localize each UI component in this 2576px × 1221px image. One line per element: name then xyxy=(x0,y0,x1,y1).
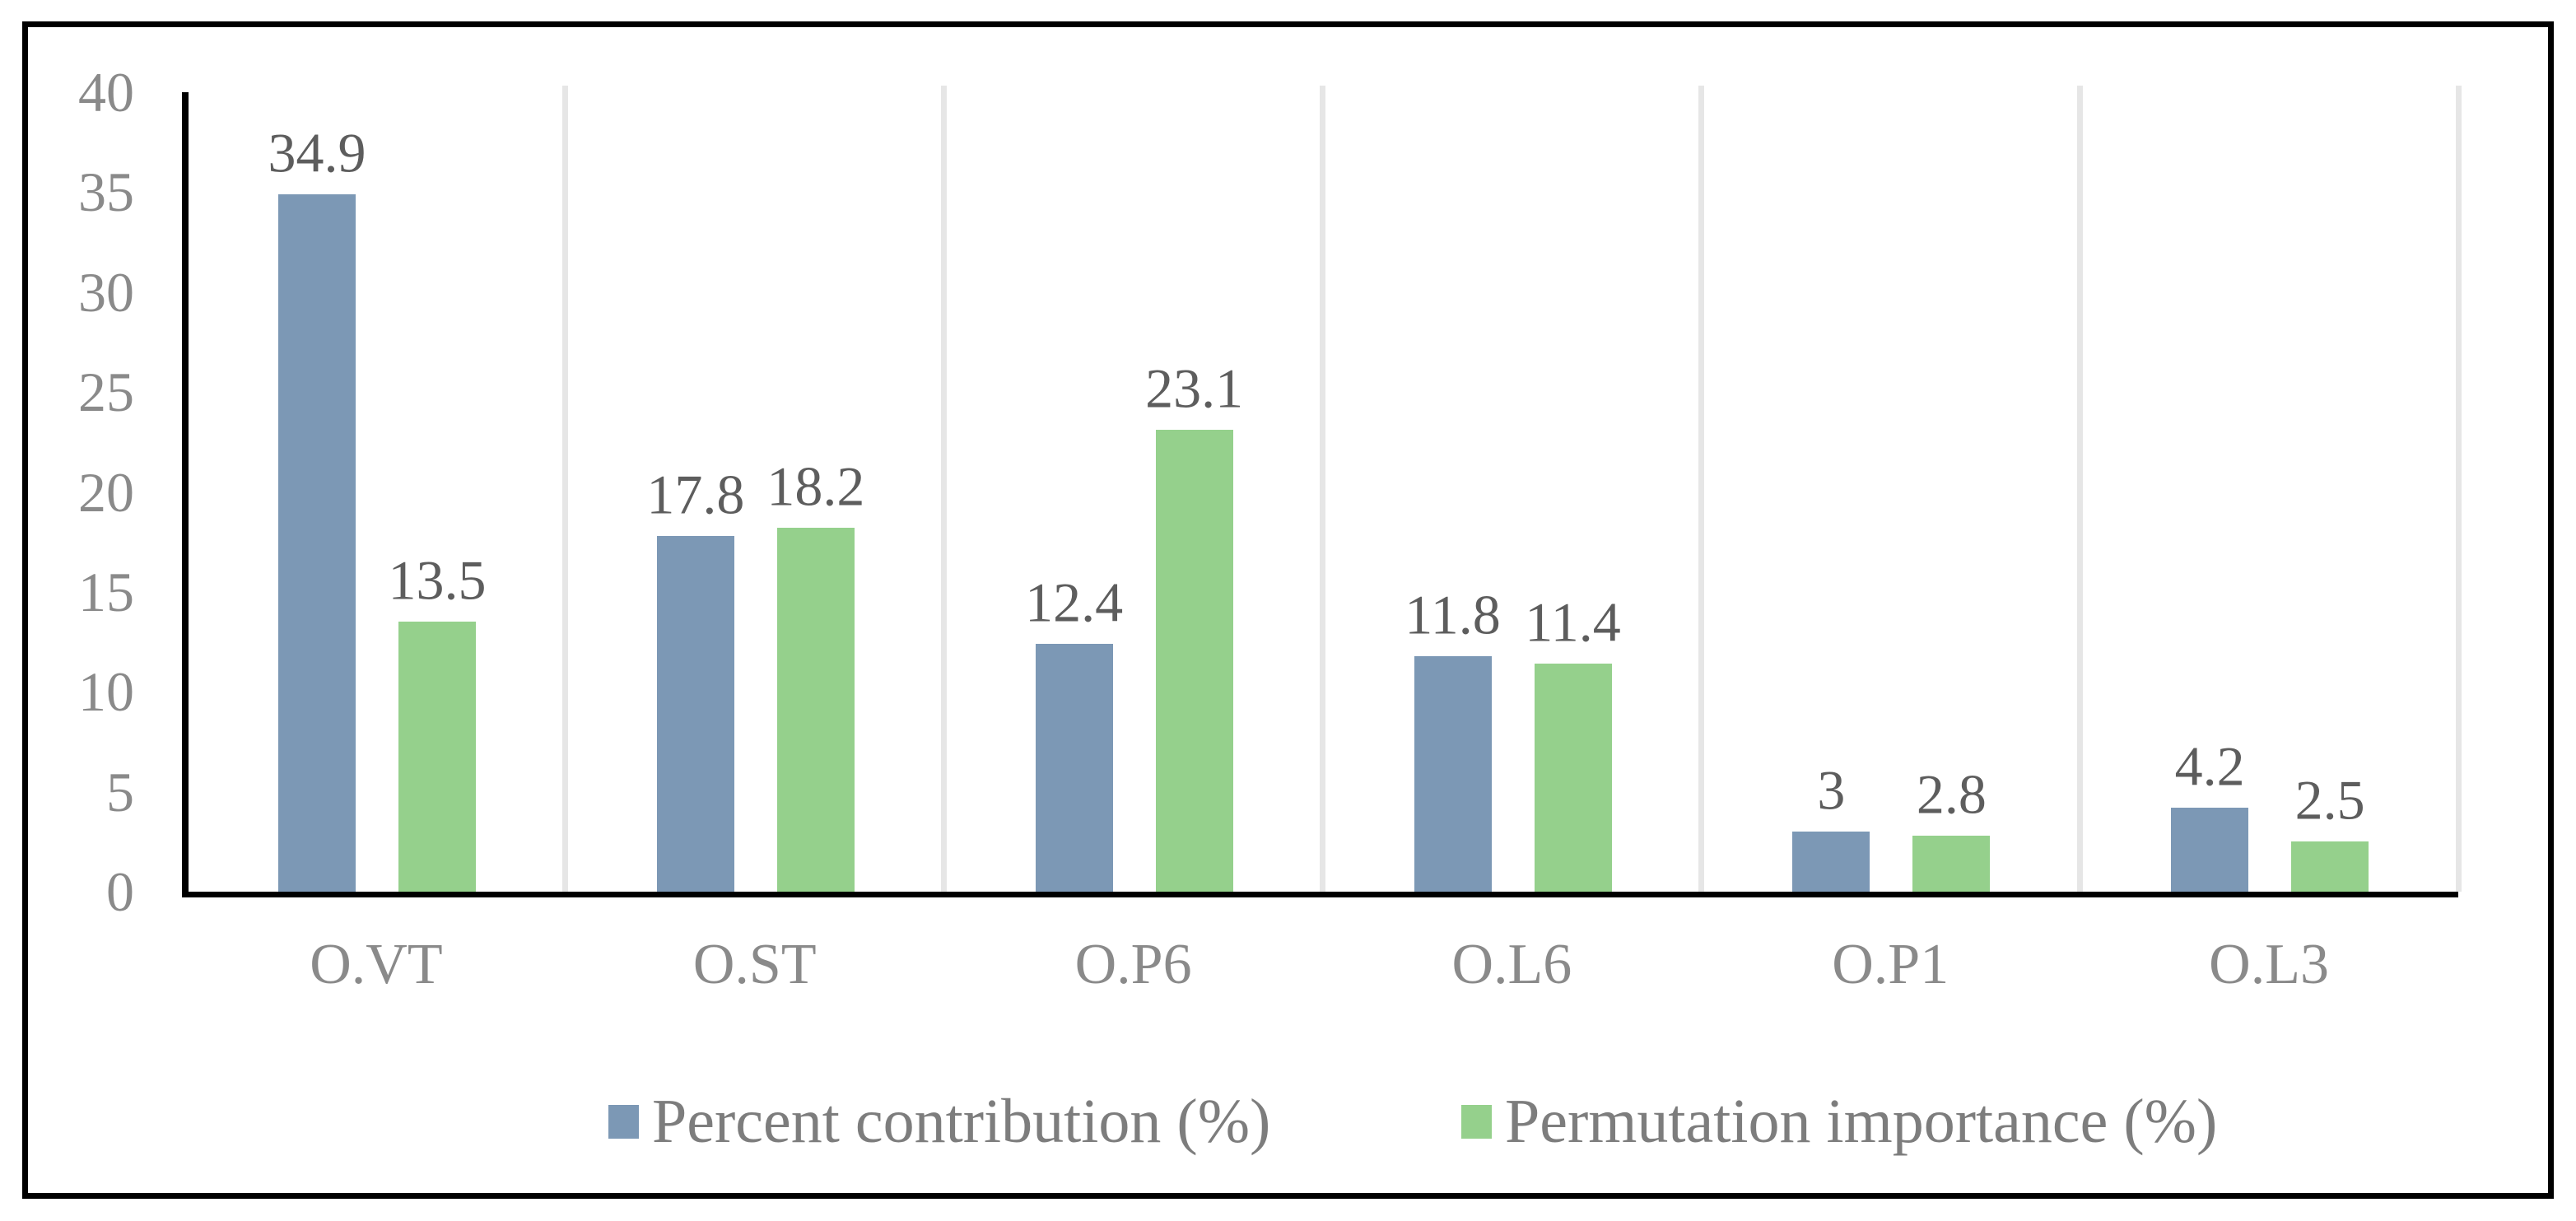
x-tick-label-O.ST: O.ST xyxy=(692,933,817,996)
bar-O.P6-series2 xyxy=(1155,430,1233,892)
bar-O.P1-series2 xyxy=(1912,836,1991,892)
data-label-O.P6-series2: 23.1 xyxy=(1145,357,1244,420)
gridline xyxy=(562,86,569,892)
bar-O.L6-series1 xyxy=(1414,655,1492,892)
y-tick-label-40: 40 xyxy=(78,61,134,123)
data-label-O.VT-series1: 34.9 xyxy=(268,121,366,184)
x-tick-label-O.P6: O.P6 xyxy=(1074,933,1192,996)
legend-marker-permutation-importance xyxy=(1461,1104,1492,1139)
x-axis-line xyxy=(182,892,2458,897)
x-tick-label-O.VT: O.VT xyxy=(310,933,443,996)
x-tick-label-O.L6: O.L6 xyxy=(1451,933,1572,996)
gridline xyxy=(1320,86,1325,892)
x-tick-label-O.P1: O.P1 xyxy=(1832,933,1949,996)
bar-O.VT-series1 xyxy=(278,193,356,892)
data-label-O.ST-series1: 17.8 xyxy=(646,463,745,526)
data-label-O.VT-series2: 13.5 xyxy=(388,548,487,612)
bar-O.L3-series1 xyxy=(2171,808,2249,892)
gridline xyxy=(2455,86,2462,892)
data-label-O.P6-series1: 12.4 xyxy=(1025,571,1124,634)
legend-item-percent-contribution: Percent contribution (%) xyxy=(608,1090,1270,1153)
y-tick-label-30: 30 xyxy=(78,260,134,324)
bar-O.P6-series1 xyxy=(1035,643,1113,892)
data-label-O.ST-series2: 18.2 xyxy=(766,454,865,518)
y-axis-line xyxy=(182,92,189,897)
y-tick-label-15: 15 xyxy=(78,560,134,623)
data-label-O.P1-series2: 2.8 xyxy=(1916,762,1987,826)
gridline xyxy=(941,86,948,892)
bar-O.ST-series2 xyxy=(776,528,855,892)
legend-marker-percent-contribution xyxy=(608,1104,639,1139)
data-label-O.L3-series1: 4.2 xyxy=(2174,734,2245,798)
data-label-O.L6-series2: 11.4 xyxy=(1525,590,1621,654)
gridline xyxy=(2076,86,2083,892)
legend-label-permutation-importance: Permutation importance (%) xyxy=(1505,1087,2218,1156)
legend-item-permutation-importance: Permutation importance (%) xyxy=(1461,1090,2217,1153)
bar-O.VT-series2 xyxy=(398,622,476,892)
y-tick-label-10: 10 xyxy=(78,660,134,724)
x-tick-label-O.L3: O.L3 xyxy=(2209,933,2329,996)
bar-O.P1-series1 xyxy=(1792,832,1870,892)
data-label-O.L6-series1: 11.8 xyxy=(1404,583,1501,646)
legend-label-percent-contribution: Percent contribution (%) xyxy=(652,1087,1271,1156)
y-tick-label-5: 5 xyxy=(106,760,134,823)
data-label-O.L3-series2: 2.5 xyxy=(2294,768,2365,832)
y-tick-label-0: 0 xyxy=(106,860,134,923)
bar-O.L6-series2 xyxy=(1534,664,1612,892)
y-tick-label-25: 25 xyxy=(78,361,134,424)
y-tick-label-20: 20 xyxy=(78,460,134,524)
y-tick-label-35: 35 xyxy=(78,161,134,224)
data-label-O.P1-series1: 3 xyxy=(1817,758,1846,822)
bar-O.ST-series1 xyxy=(656,535,734,892)
bar-O.L3-series2 xyxy=(2291,841,2369,892)
gridline xyxy=(1698,86,1704,892)
